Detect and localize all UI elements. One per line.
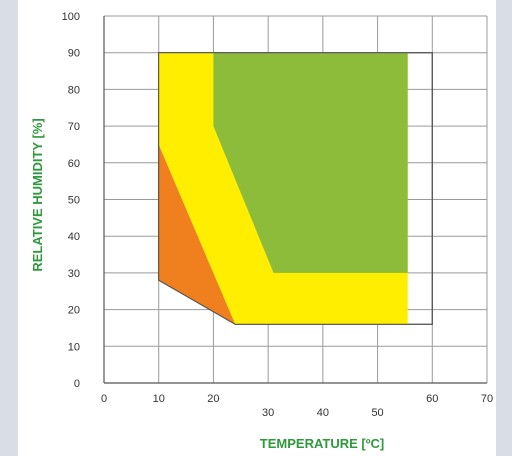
x-tick-label: 60 (426, 393, 438, 405)
x-tick-label: 20 (207, 393, 219, 405)
x-tick-label: 0 (101, 393, 107, 405)
y-tick-label: 60 (68, 158, 80, 170)
axes (103, 16, 487, 384)
y-tick-label: 10 (68, 341, 80, 353)
y-tick-label: 20 (68, 305, 80, 317)
tick-labels: 0 10 20 30 40 50 60 70 80 90 100 0 10 20 30 40 50 60 70 (62, 11, 493, 419)
green-region (213, 52, 408, 273)
y-axis-title: RELATIVE HUMIDITY [%] (30, 118, 45, 271)
y-tick-label: 80 (68, 84, 80, 96)
outer-boundary-outline (158, 52, 433, 325)
x-tick-label: 10 (153, 393, 165, 405)
y-tick-label: 90 (68, 48, 80, 60)
regions (158, 52, 433, 325)
y-tick-label: 50 (68, 195, 80, 207)
x-tick-label: 70 (481, 393, 493, 405)
y-tick-label: 70 (68, 121, 80, 133)
x-tick-label: 50 (371, 407, 383, 419)
y-tick-label: 0 (74, 378, 80, 390)
y-tick-label: 100 (62, 11, 80, 23)
x-tick-label: 40 (317, 407, 329, 419)
y-tick-label: 40 (68, 231, 80, 243)
x-axis-title: TEMPERATURE [ºC] (260, 436, 384, 451)
y-tick-label: 30 (68, 268, 80, 280)
x-tick-label: 30 (262, 407, 274, 419)
